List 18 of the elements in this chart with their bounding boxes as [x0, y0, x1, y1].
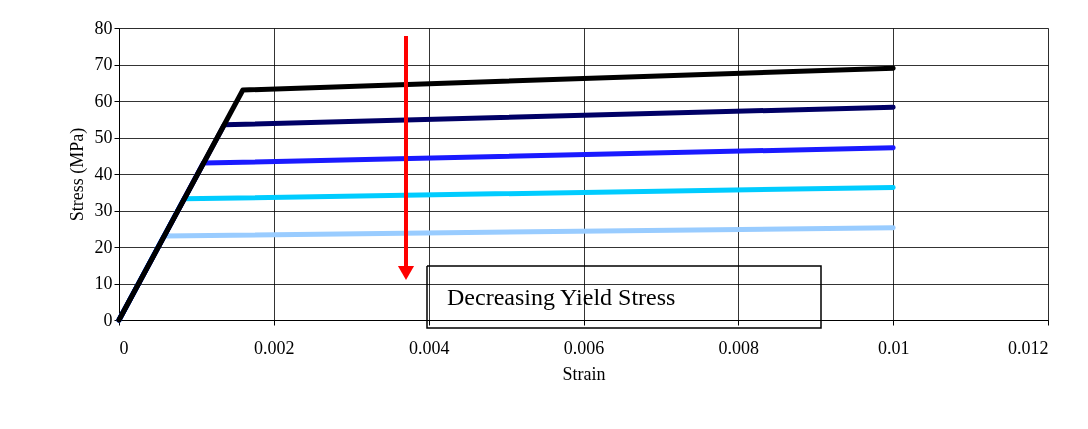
x-axis-title: Strain	[562, 363, 606, 384]
x-tick-label: 0	[119, 337, 129, 358]
y-tick-label: 10	[94, 273, 113, 293]
x-tick-label: 0.01	[877, 337, 910, 358]
y-tick-label: 0	[103, 309, 113, 330]
y-tick-label: 60	[94, 90, 113, 111]
x-tick-label: 0.002	[254, 337, 295, 358]
x-tick-label: 0.008	[718, 337, 760, 358]
x-tick-label: 0.004	[408, 337, 450, 358]
y-tick-label: 70	[94, 54, 113, 74]
y-tick-label: 30	[94, 200, 113, 220]
y-tick-label: 40	[94, 163, 113, 184]
y-axis-title: Stress (MPa)	[66, 127, 88, 222]
x-tick-label: 0.006	[563, 337, 605, 358]
y-tick-label: 80	[94, 17, 113, 38]
x-tick-label: 0.012	[1008, 337, 1049, 358]
y-tick-label: 50	[94, 127, 113, 147]
y-tick-label: 20	[94, 236, 113, 257]
